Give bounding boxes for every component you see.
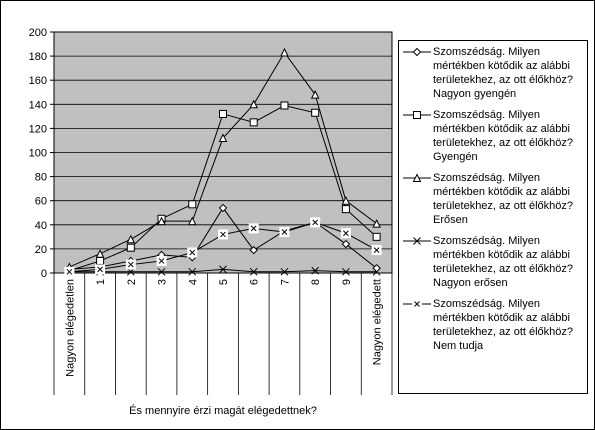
legend-label: Szomszédság. Milyen mértékben kötődik az…	[433, 298, 574, 352]
legend-swatch	[403, 111, 431, 119]
marker	[126, 234, 136, 244]
marker-cross	[97, 266, 103, 273]
marker	[310, 90, 320, 99]
marker	[95, 264, 106, 275]
x-tick-label: Nagyon elégedetlen	[64, 279, 76, 377]
marker	[371, 245, 382, 256]
marker	[157, 216, 166, 226]
marker	[188, 267, 197, 276]
marker	[341, 205, 350, 214]
y-tick-label: 20	[35, 244, 47, 256]
y-tick-label: 180	[29, 51, 47, 63]
x-tick-label: 1	[95, 279, 107, 285]
x-tick-label: 9	[341, 279, 353, 285]
marker	[341, 239, 351, 249]
y-tick-label: 200	[29, 27, 47, 39]
x-tick-label: 6	[249, 279, 261, 285]
legend-label: Szomszédság. Milyen mértékben kötődik az…	[433, 172, 574, 226]
marker-cross	[312, 219, 319, 226]
marker	[310, 217, 321, 228]
marker	[340, 228, 351, 239]
marker-cross	[281, 229, 288, 235]
marker-cross	[373, 247, 380, 253]
x-axis-title: És mennyire érzi magát elégedettnek?	[129, 404, 317, 417]
y-tick-label: 100	[29, 148, 47, 160]
marker-cross	[250, 225, 257, 232]
legend-swatch	[403, 47, 431, 57]
y-tick-label: 140	[29, 99, 47, 111]
marker	[218, 229, 228, 240]
marker	[218, 133, 228, 143]
y-tick-label: 0	[41, 268, 47, 280]
x-tick-label: 2	[126, 279, 138, 285]
marker	[412, 173, 422, 182]
marker	[342, 267, 350, 276]
marker	[156, 255, 167, 266]
marker-cross	[343, 230, 349, 237]
marker	[249, 118, 258, 127]
marker	[188, 200, 197, 209]
marker	[219, 265, 227, 274]
marker	[280, 267, 289, 276]
marker	[96, 256, 105, 265]
legend-swatch	[403, 237, 431, 245]
marker	[218, 203, 228, 213]
marker	[125, 259, 136, 270]
marker	[280, 47, 289, 57]
x-tick-label: 8	[310, 279, 322, 285]
marker	[280, 101, 289, 110]
y-tick-label: 160	[29, 75, 47, 87]
marker	[413, 237, 421, 245]
marker	[372, 267, 381, 276]
x-tick-label: 5	[218, 279, 230, 285]
y-tick-label: 120	[29, 123, 47, 135]
legend-label: Szomszédság. Milyen mértékben kötődik az…	[433, 109, 574, 163]
marker	[311, 266, 320, 275]
marker	[311, 108, 320, 117]
marker	[372, 218, 381, 228]
marker	[249, 99, 259, 109]
x-tick-label: Nagyon elégedett	[372, 279, 384, 365]
legend: Szomszédság. Milyen mértékben kötődik az…	[398, 40, 588, 394]
marker	[248, 223, 259, 234]
x-tick-label: 4	[187, 279, 199, 285]
marker	[64, 266, 75, 277]
marker	[249, 245, 258, 255]
marker-cross	[158, 258, 165, 264]
marker	[249, 267, 258, 276]
legend-entry: Szomszédság. Milyen mértékben kötődik az…	[401, 234, 585, 290]
marker	[413, 111, 421, 119]
x-tick-label: 7	[279, 279, 291, 285]
legend-entry: Szomszédság. Milyen mértékben kötődik az…	[401, 297, 585, 353]
x-tick-label: 3	[157, 279, 169, 285]
marker	[412, 47, 422, 57]
legend-swatch	[403, 173, 431, 182]
marker	[412, 299, 422, 309]
marker	[95, 249, 105, 258]
legend-label: Szomszédság. Milyen mértékben kötődik az…	[433, 46, 574, 100]
legend-label: Szomszédság. Milyen mértékben kötődik az…	[433, 235, 574, 289]
marker-cross	[66, 268, 73, 275]
legend-entry: Szomszédság. Milyen mértékben kötődik az…	[401, 45, 585, 101]
marker-cross	[414, 301, 420, 307]
marker	[279, 227, 290, 238]
marker	[157, 267, 166, 276]
y-tick-label: 60	[35, 196, 47, 208]
marker-cross	[127, 261, 134, 268]
marker	[187, 247, 198, 258]
marker	[187, 216, 197, 226]
marker	[219, 109, 227, 118]
legend-entry: Szomszédság. Milyen mértékben kötődik az…	[401, 171, 585, 227]
y-tick-label: 40	[35, 220, 47, 232]
legend-entry: Szomszédság. Milyen mértékben kötődik az…	[401, 108, 585, 164]
marker	[126, 243, 135, 252]
marker-cross	[220, 231, 226, 238]
legend-swatch	[403, 299, 431, 309]
marker	[341, 196, 351, 205]
marker-cross	[189, 249, 196, 256]
marker	[372, 232, 381, 241]
y-tick-label: 80	[35, 172, 47, 184]
